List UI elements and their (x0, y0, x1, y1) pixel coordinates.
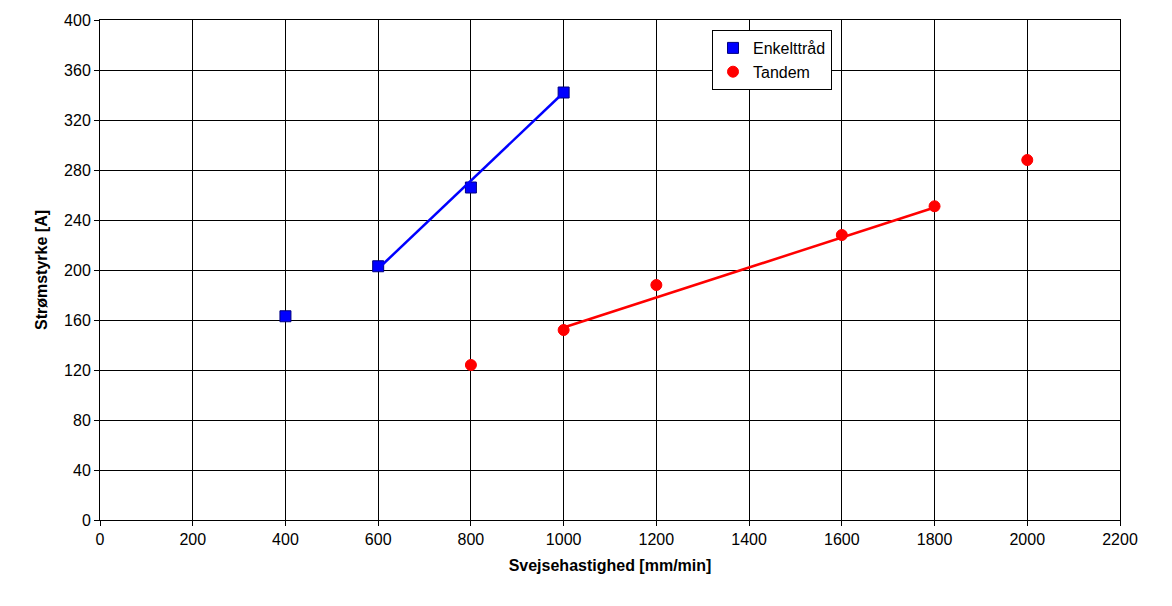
svg-text:120: 120 (64, 362, 91, 379)
svg-text:1200: 1200 (639, 531, 675, 548)
svg-text:Enkelttråd: Enkelttråd (753, 40, 825, 57)
svg-text:1800: 1800 (917, 531, 953, 548)
svg-text:0: 0 (82, 512, 91, 529)
svg-text:200: 200 (64, 262, 91, 279)
svg-text:Tandem: Tandem (753, 64, 810, 81)
svg-text:400: 400 (64, 12, 91, 29)
svg-text:Strømstyrke [A]: Strømstyrke [A] (33, 210, 50, 330)
svg-text:1600: 1600 (824, 531, 860, 548)
svg-text:400: 400 (272, 531, 299, 548)
svg-text:800: 800 (458, 531, 485, 548)
svg-text:160: 160 (64, 312, 91, 329)
svg-text:0: 0 (96, 531, 105, 548)
svg-text:2200: 2200 (1102, 531, 1138, 548)
svg-text:320: 320 (64, 112, 91, 129)
svg-text:Svejsehastighed [mm/min]: Svejsehastighed [mm/min] (509, 557, 712, 574)
svg-text:280: 280 (64, 162, 91, 179)
svg-text:360: 360 (64, 62, 91, 79)
svg-text:2000: 2000 (1009, 531, 1045, 548)
svg-text:40: 40 (73, 462, 91, 479)
svg-text:240: 240 (64, 212, 91, 229)
svg-text:600: 600 (365, 531, 392, 548)
svg-text:1400: 1400 (731, 531, 767, 548)
svg-text:1000: 1000 (546, 531, 582, 548)
svg-text:200: 200 (179, 531, 206, 548)
svg-text:80: 80 (73, 412, 91, 429)
